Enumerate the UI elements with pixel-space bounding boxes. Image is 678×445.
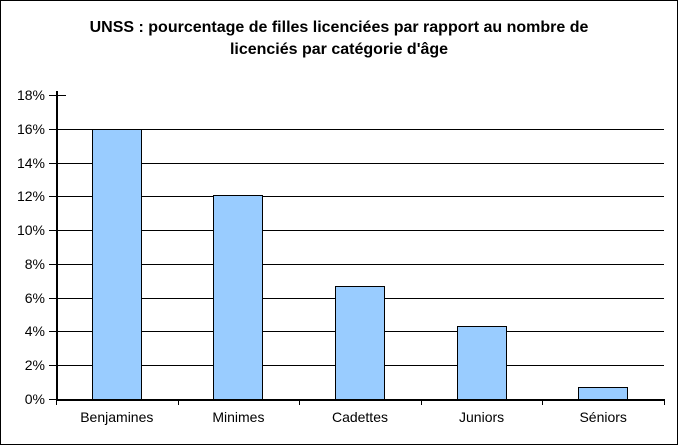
- bar: [578, 387, 629, 399]
- bar: [456, 326, 507, 399]
- x-category-label: Benjamines: [80, 409, 154, 425]
- y-axis-label: 16%: [16, 120, 45, 137]
- y-axis-label: 12%: [16, 188, 45, 205]
- x-axis-tick: [299, 399, 301, 405]
- y-axis-label: 4%: [24, 323, 45, 340]
- y-axis-line: [56, 91, 58, 401]
- x-category-label: Juniors: [459, 409, 505, 425]
- chart-title: UNSS : pourcentage de filles licenciées …: [1, 17, 677, 61]
- y-axis-label: 6%: [24, 289, 45, 306]
- x-category-label: Minimes: [212, 409, 265, 425]
- x-axis-tick: [177, 399, 179, 405]
- bar: [91, 128, 142, 399]
- chart-title-line2: licenciés par catégorie d'âge: [229, 41, 449, 58]
- y-gridline: [56, 162, 664, 164]
- bar: [335, 285, 385, 399]
- y-axis-label: 8%: [24, 255, 45, 272]
- x-category-label: Cadettes: [331, 409, 388, 425]
- chart-title-line1: UNSS : pourcentage de filles licenciées …: [89, 19, 589, 36]
- bar: [213, 194, 264, 399]
- x-category-label: Séniors: [579, 409, 627, 425]
- x-axis-tick: [542, 399, 544, 405]
- y-gridline: [56, 128, 664, 130]
- y-gridline: [56, 196, 664, 198]
- x-axis-line: [56, 399, 664, 401]
- y-axis-label: 18%: [16, 87, 45, 103]
- plot-area: 0% 2% 4% 6% 8% 10% 12% 14% 16% 18% Benjamines Minim…: [17, 88, 665, 425]
- x-axis-tick: [664, 399, 665, 405]
- y-gridline: [56, 230, 664, 232]
- y-gridline: [56, 263, 664, 265]
- x-axis-tick: [56, 399, 57, 405]
- x-axis-tick: [420, 399, 422, 405]
- y-axis-label: 2%: [24, 357, 45, 374]
- y-axis-label: 10%: [16, 222, 45, 239]
- y-axis-label: 14%: [16, 154, 45, 171]
- y-axis-label: 0%: [24, 391, 45, 407]
